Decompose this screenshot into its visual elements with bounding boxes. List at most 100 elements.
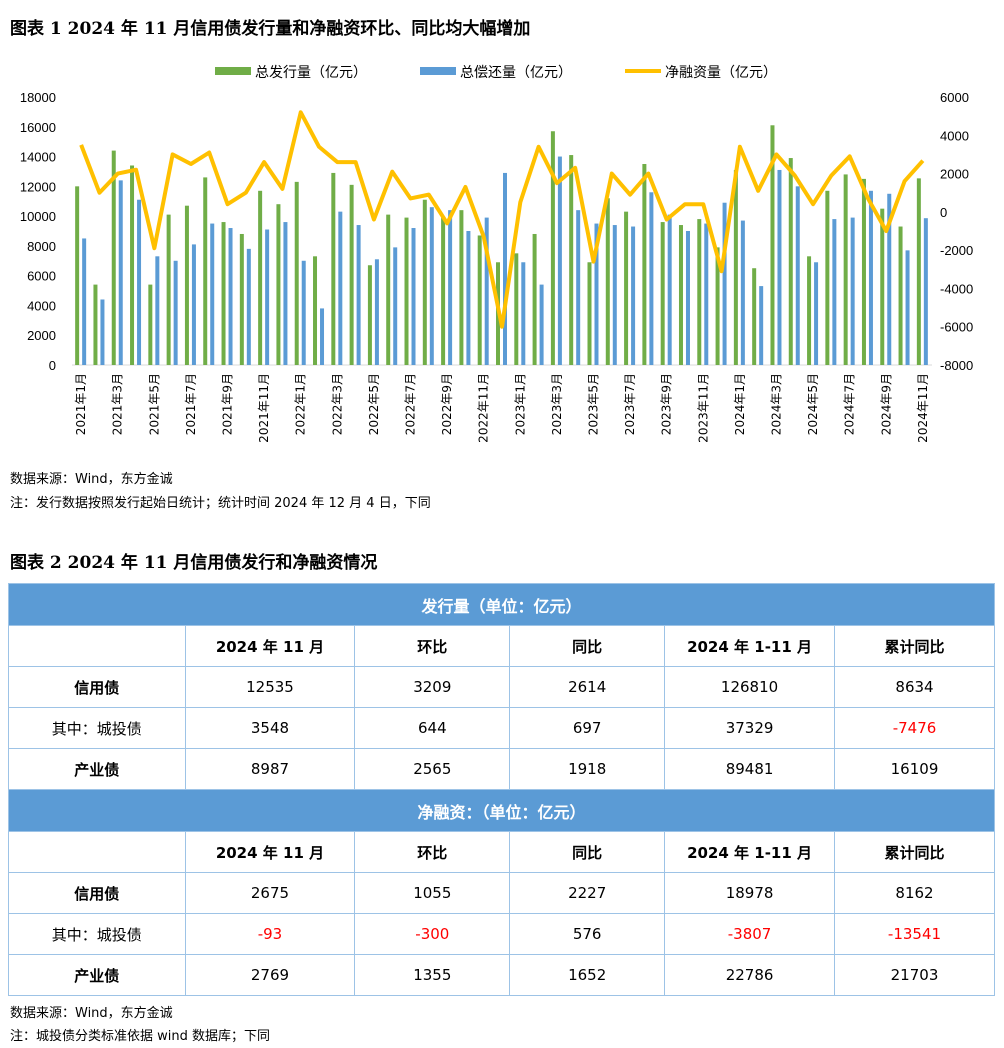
- issuance-bar: [642, 164, 647, 365]
- repayment-bar: [868, 190, 873, 365]
- column-header: [8, 831, 186, 873]
- column-header: 2024 年 11 月: [184, 831, 356, 873]
- y-right-tick: 6000: [940, 90, 969, 105]
- issuance-bar: [624, 211, 629, 365]
- issuance-bar: [752, 268, 757, 365]
- repayment-bar: [320, 308, 325, 365]
- repayment-bar: [923, 218, 928, 365]
- repayment-bar: [173, 260, 178, 365]
- repayment-bar: [283, 222, 288, 365]
- repayment-bar: [631, 226, 636, 365]
- table-cell: 8162: [834, 872, 995, 914]
- issuance-bar: [532, 233, 537, 365]
- repayment-bar: [649, 192, 654, 365]
- repayment-bar: [100, 299, 105, 365]
- issuance-bar: [367, 265, 372, 365]
- x-tick: 2024年7月: [843, 373, 857, 435]
- legend-label: 净融资量（亿元）: [665, 65, 777, 81]
- issuance-bar: [313, 256, 318, 365]
- chart-title: 图表 1 2024 年 11 月信用债发行量和净融资环比、同比均大幅增加: [10, 19, 531, 39]
- issuance-bar: [880, 208, 885, 365]
- repayment-bar: [393, 247, 398, 365]
- issuance-bar: [331, 172, 336, 365]
- issuance-chart: 0 2000 4000 6000 8000 10000 12000 14000 16000 180…: [20, 65, 973, 443]
- table-source: 数据来源：Wind，东方金诚: [10, 1006, 173, 1021]
- table-cell: 126810: [664, 666, 835, 708]
- column-header: 2024 年 1-11 月: [664, 625, 835, 667]
- repayment-bar: [411, 228, 416, 365]
- x-tick: 2021年11月: [257, 373, 271, 443]
- column-header: 同比: [509, 625, 666, 667]
- repayment-bar: [612, 225, 617, 365]
- row-label: 产业债: [8, 748, 186, 790]
- row-label: 信用债: [8, 872, 186, 914]
- issuance-bar: [349, 184, 354, 365]
- table-cell: 1355: [354, 954, 511, 996]
- x-tick: 2023年3月: [550, 373, 564, 435]
- table-row: 其中：城投债 -93 -300 576 -3807 -13541: [8, 913, 995, 955]
- issuance-bar: [697, 219, 702, 365]
- table-cell: 2227: [509, 872, 666, 914]
- legend-swatch: [215, 67, 251, 75]
- issuance-bar: [807, 256, 812, 365]
- repayment-bar: [557, 156, 562, 365]
- table-cell: 3209: [354, 666, 511, 708]
- table-footnote: 注：城投债分类标准依据 wind 数据库；下同: [10, 1029, 271, 1044]
- repayment-bar: [887, 193, 892, 365]
- column-header: 累计同比: [834, 831, 995, 873]
- table-row: 信用债 12535 3209 2614 126810 8634: [8, 666, 995, 708]
- table-cell: 2565: [354, 748, 511, 790]
- issuance-bar: [404, 217, 409, 365]
- table-cell: -93: [184, 913, 356, 955]
- repayment-bar: [338, 211, 343, 365]
- x-tick: 2023年5月: [586, 373, 600, 435]
- issuance-bar: [843, 174, 848, 365]
- repayment-bar: [155, 256, 160, 365]
- issuance-bar: [898, 226, 903, 365]
- table-row: 产业债 8987 2565 1918 89481 16109: [8, 748, 995, 790]
- issuance-bar: [148, 284, 153, 365]
- x-tick: 2021年3月: [111, 373, 125, 435]
- row-label: 其中：城投债: [8, 913, 186, 955]
- repayment-bar: [301, 260, 306, 365]
- repayment-bar: [448, 210, 453, 365]
- table-cell: 22786: [664, 954, 835, 996]
- issuance-bar: [111, 150, 116, 365]
- table-cell: 2614: [509, 666, 666, 708]
- y-left-tick: 18000: [20, 90, 56, 105]
- y-left-tick: 6000: [27, 269, 56, 284]
- table-cell: -3807: [664, 913, 835, 955]
- repayment-bar: [759, 286, 764, 365]
- repayment-bar: [191, 244, 196, 365]
- table-cell: -13541: [834, 913, 995, 955]
- issuance-bar: [788, 158, 793, 365]
- issuance-bar: [239, 233, 244, 365]
- x-tick: 2023年1月: [513, 373, 527, 435]
- table-cell: 576: [509, 913, 666, 955]
- row-label: 信用债: [8, 666, 186, 708]
- x-tick: 2023年7月: [623, 373, 637, 435]
- issuance-bar: [861, 178, 866, 365]
- x-tick: 2022年7月: [404, 373, 418, 435]
- repayment-bar: [118, 180, 123, 365]
- table-cell: 8987: [184, 748, 356, 790]
- y-right-tick: -4000: [940, 281, 973, 296]
- x-tick: 2021年9月: [221, 373, 235, 435]
- column-header: 同比: [509, 831, 666, 873]
- table-cell: 89481: [664, 748, 835, 790]
- issuance-bar: [422, 199, 427, 365]
- x-tick: 2023年9月: [660, 373, 674, 435]
- x-tick: 2022年1月: [294, 373, 308, 435]
- x-tick: 2022年3月: [330, 373, 344, 435]
- x-tick: 2021年7月: [184, 373, 198, 435]
- table-title: 图表 2 2024 年 11 月信用债发行和净融资情况: [10, 553, 378, 573]
- x-tick: 2024年9月: [879, 373, 893, 435]
- issuance-bar: [916, 178, 921, 365]
- y-right-tick: -8000: [940, 358, 973, 373]
- legend-label: 总偿还量（亿元）: [460, 65, 572, 81]
- issuance-bar: [184, 205, 189, 365]
- issuance-bar: [569, 155, 574, 365]
- repayment-bar: [832, 219, 837, 365]
- repayment-bar: [905, 250, 910, 365]
- table-cell: 2769: [184, 954, 356, 996]
